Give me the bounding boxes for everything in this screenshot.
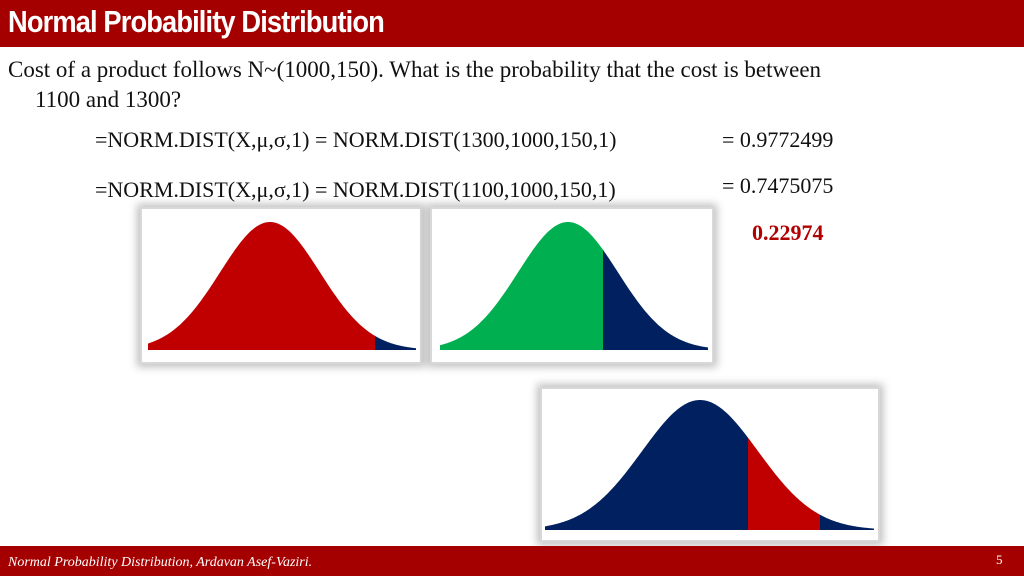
question: 1100 and 1300? bbox=[35, 87, 182, 112]
formula-result: = 0.7475075 bbox=[722, 173, 834, 198]
footer-bar bbox=[0, 546, 1024, 576]
curve-area bbox=[545, 400, 748, 530]
curve-area bbox=[148, 222, 375, 350]
curve-area bbox=[603, 249, 708, 350]
slide-title: Normal Probability Distribution bbox=[8, 4, 385, 39]
header-bar bbox=[0, 0, 1024, 47]
formula: =NORM.DIST(X,μ,σ,1) = NORM.DIST(1100,100… bbox=[95, 177, 616, 202]
curve-area bbox=[820, 514, 874, 530]
question: Cost of a product follows N~(1000,150). … bbox=[8, 57, 822, 82]
formula: =NORM.DIST(X,μ,σ,1) = NORM.DIST(1300,100… bbox=[95, 127, 617, 152]
curve-area bbox=[440, 222, 603, 350]
page-number: 5 bbox=[996, 552, 1003, 567]
answer: 0.22974 bbox=[752, 220, 824, 245]
footer-text: Normal Probability Distribution, Ardavan… bbox=[8, 555, 313, 570]
formula-result: = 0.9772499 bbox=[722, 127, 834, 152]
curve-area bbox=[748, 437, 820, 530]
curve-area bbox=[375, 335, 416, 350]
